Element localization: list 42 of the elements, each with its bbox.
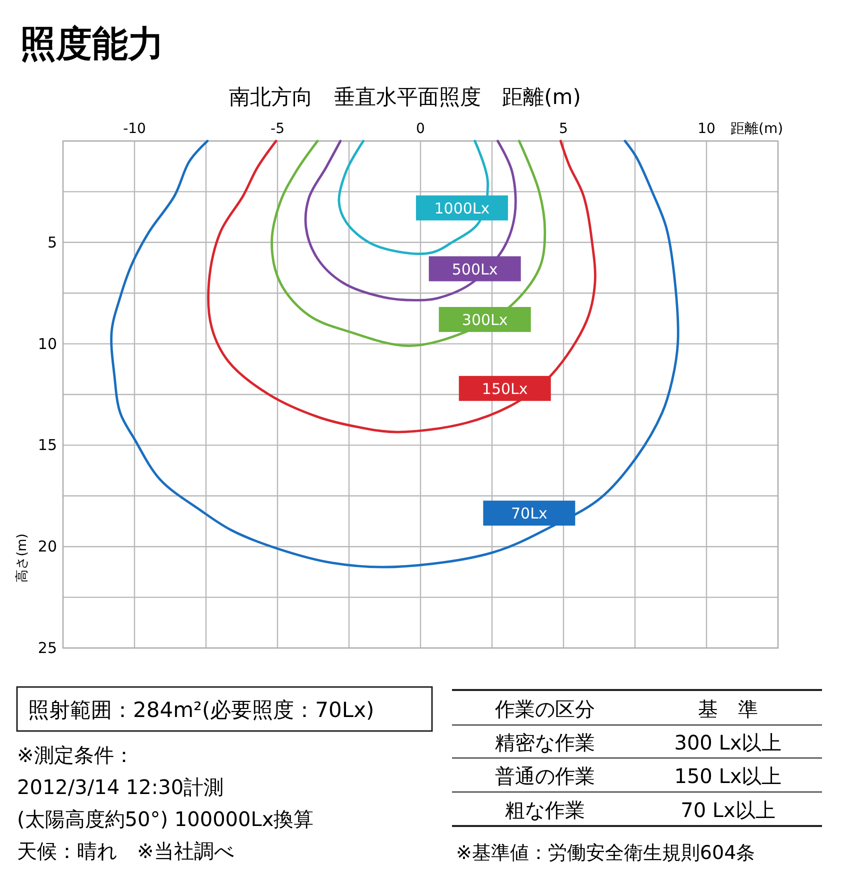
text: 粗な作業 [505,798,585,822]
text: ※測定条件： [17,743,134,767]
line-series [304,140,517,302]
name-tag: 300Lx [438,306,531,332]
text: 70 Lx以上 [680,798,776,822]
x-tick-label: -5 [270,121,284,137]
series-label: 70Lx [511,504,548,523]
y-tick-label: 25 [38,639,57,657]
x-tick-label: 5 [559,121,568,137]
chart-title: 照度能力 [20,24,164,65]
text: 基 準 [698,697,758,721]
line-series [270,140,546,348]
name-tag: 500Lx [428,256,521,282]
text: 天候：晴れ ※当社調べ [17,839,234,863]
series-label: 1000Lx [434,199,490,218]
text: 150 Lx以上 [674,764,782,788]
text: 精密な作業 [495,730,595,755]
text: 2012/3/14 12:30計測 [17,775,224,799]
y-axis-title: 高さ(m) [14,534,30,582]
y-tick-label: 20 [38,538,57,556]
line-series [110,140,680,568]
text: ※基準値：労働安全衛生規則604条 [456,842,756,864]
text: 普通の作業 [495,764,595,788]
name-tag: 1000Lx [416,195,508,220]
series-label: 150Lx [482,380,528,398]
text: 作業の区分 [494,697,595,721]
x-tick-label: 10 [698,121,716,137]
text: 照射範囲：284m²(必要照度：70Lx) [28,698,374,722]
line-series [207,140,596,434]
series-label: 500Lx [452,260,498,278]
y-tick-label: 5 [47,233,57,252]
text: (太陽高度約50°) 100000Lx換算 [17,807,314,831]
x-tick-label: -10 [123,121,146,137]
chart-subtitle: 南北方向 垂直水平面照度 距離(m) [229,85,581,109]
series-label: 300Lx [462,310,508,329]
name-tag: 150Lx [458,376,551,401]
x-tick-label: 0 [416,121,425,137]
name-tag: 70Lx [483,500,576,526]
text: 300 Lx以上 [674,730,782,755]
y-tick-label: 15 [38,436,57,454]
x-axis-title: 距離(m) [730,121,784,137]
y-tick-label: 10 [38,334,57,353]
